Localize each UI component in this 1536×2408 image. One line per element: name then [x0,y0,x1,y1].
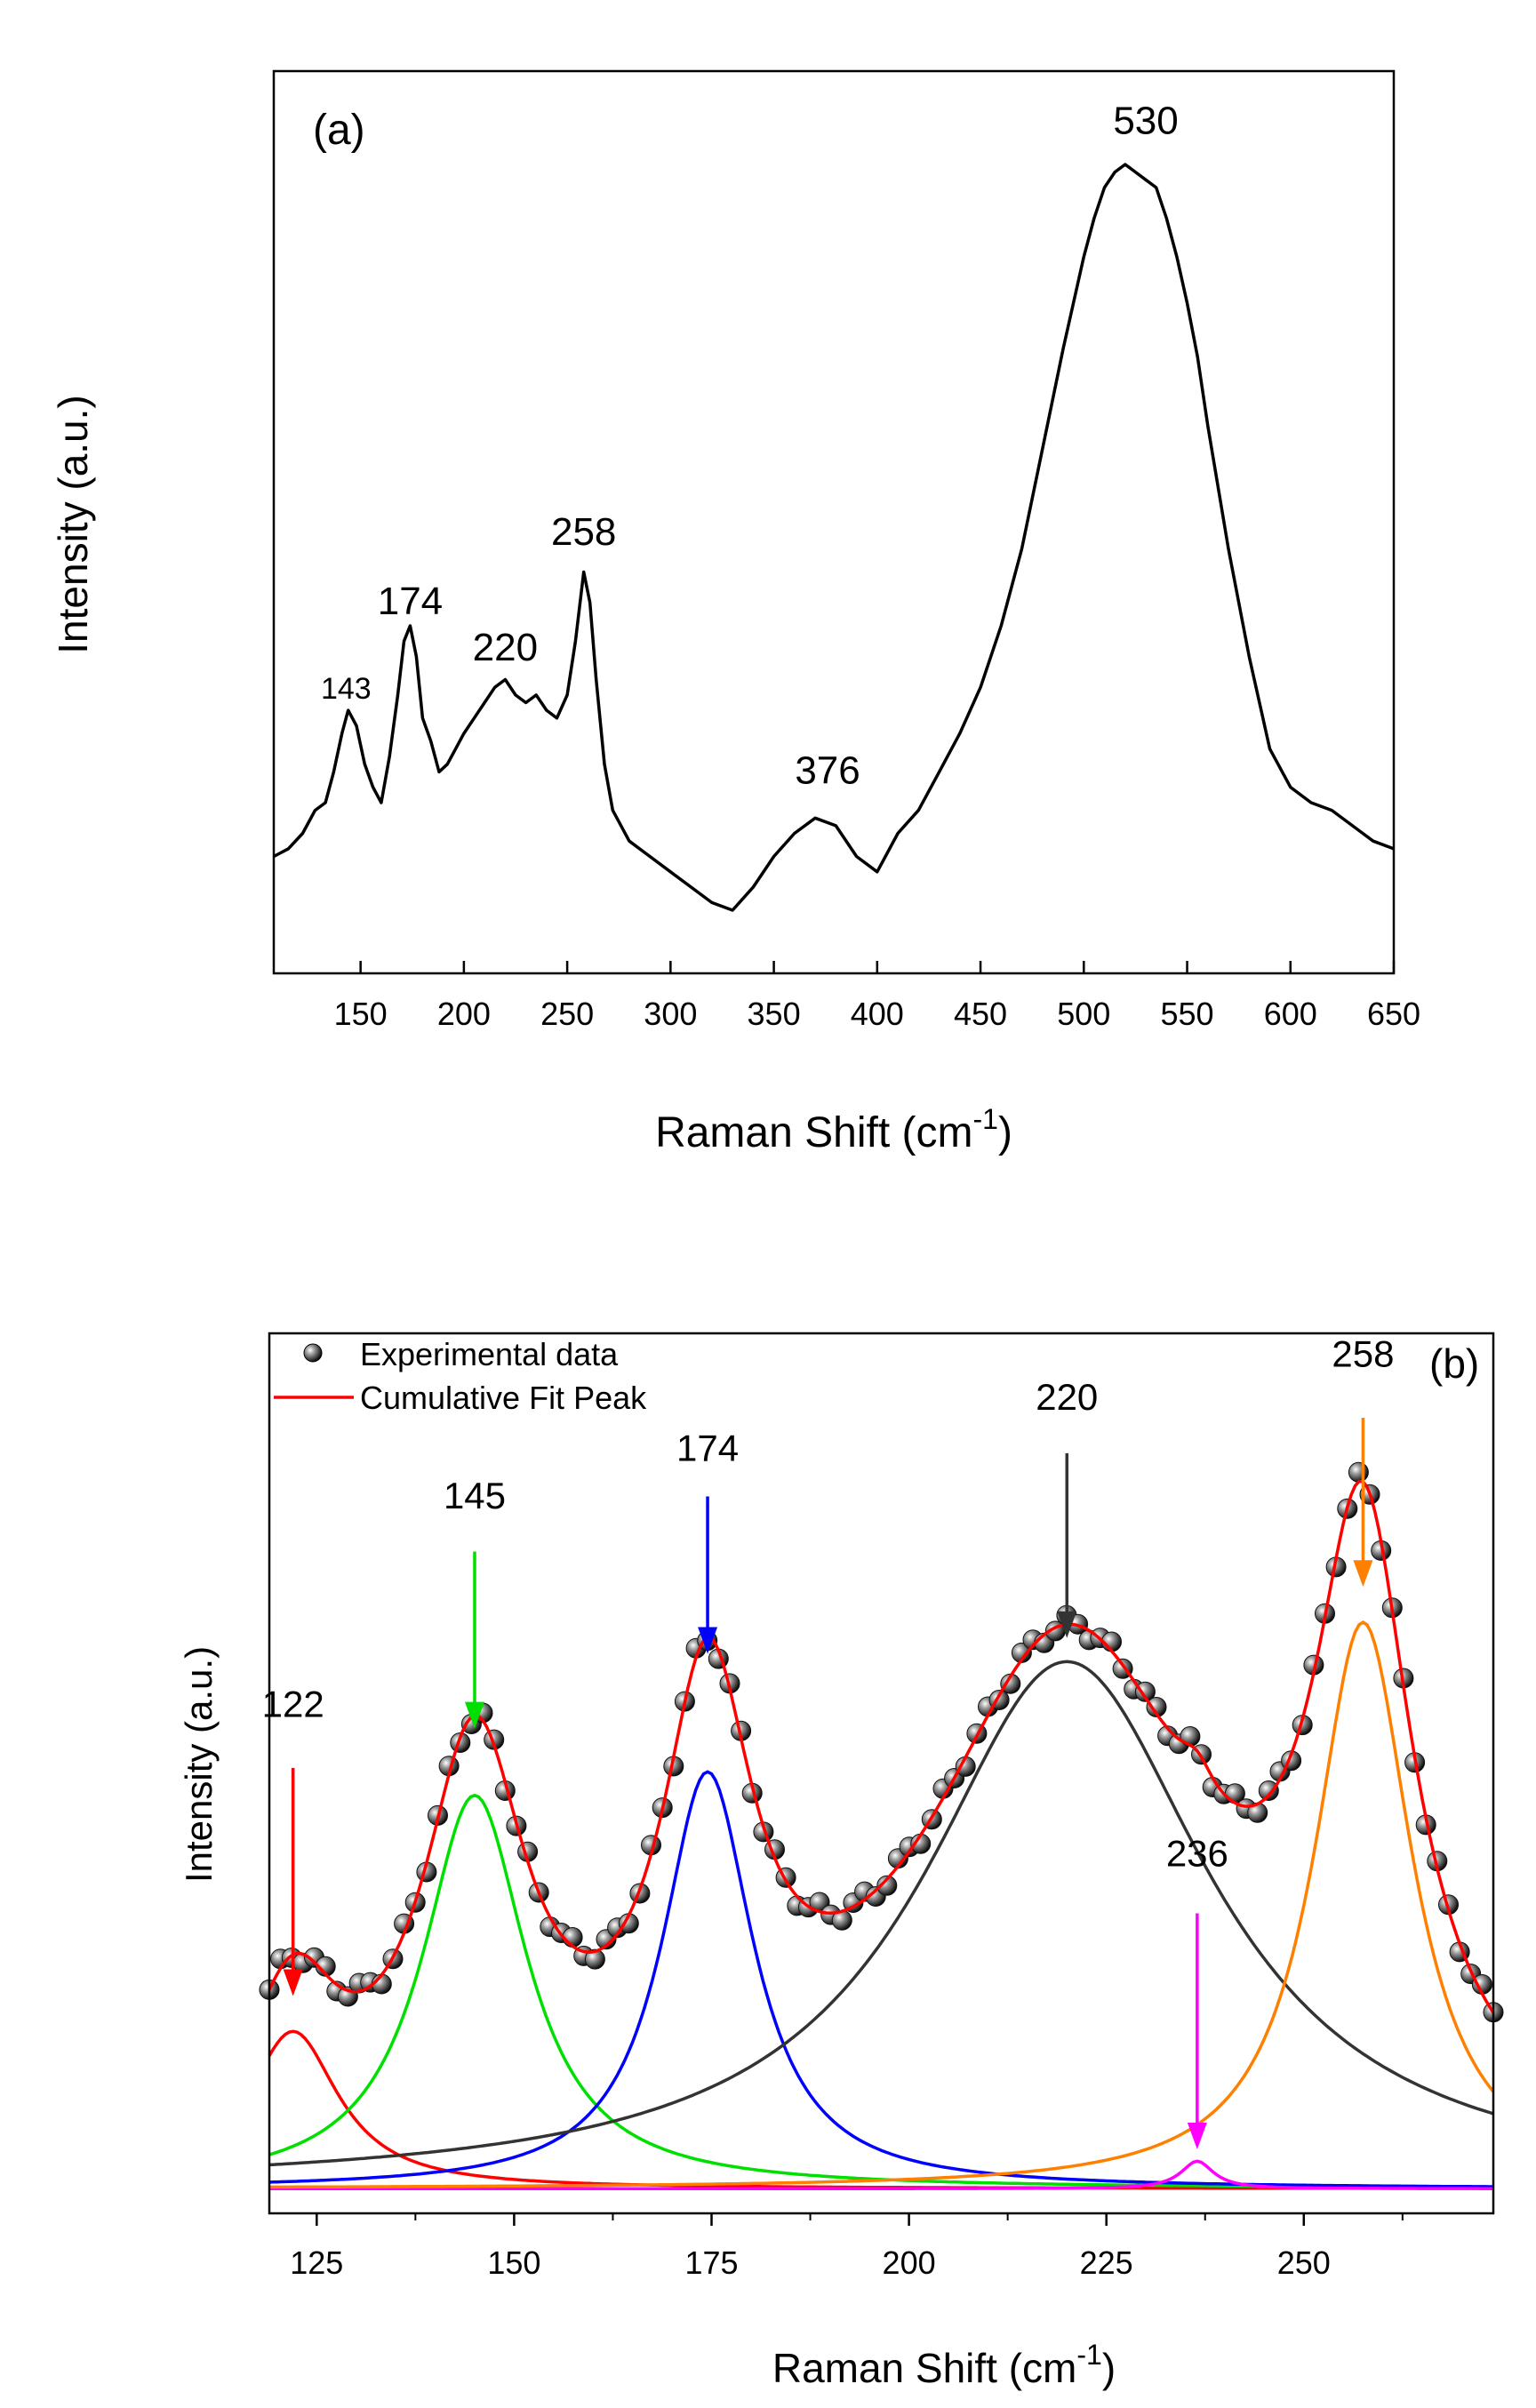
peak-label-122: 122 [262,1683,324,1724]
peak-label-220: 220 [1036,1376,1098,1418]
panel-a-ylabel: Intensity (a.u.) [50,395,96,653]
panel-b-label: (b) [1429,1340,1479,1387]
panel-a-frame [272,69,1396,975]
panel-a-xlabel: Raman Shift (cm-1) [655,1103,1012,1156]
arrow-head-220 [1057,1611,1077,1638]
peak-label-174: 174 [676,1428,739,1469]
panel-b-component-peaks [268,1620,1495,2191]
component-peak-236 [269,2159,1493,2191]
panel-a-peak-label: 530 [1113,99,1178,142]
panel-a-peak-annotations: 143 174 220 258 376 530 [321,99,1179,792]
component-peak-220 [268,1660,1494,2167]
panel-a-x-ticks: 150 200 250 300 350 400 450 500 550 600 650 [334,961,1420,1032]
panel-a-xtick-label: 300 [644,996,697,1032]
peak-label-145: 145 [444,1475,506,1516]
legend-experimental-marker [303,1343,323,1363]
panel-b-xlabel-main: Raman Shift (cm [772,2345,1077,2391]
panel-a-chart: 150 200 250 300 350 400 450 500 550 600 650 143 174… [50,69,1420,1156]
experimental-point [1011,1642,1032,1663]
legend-fit-label: Cumulative Fit Peak [360,1380,647,1416]
experimental-point [584,1948,605,1970]
panel-b-xtick-label: 175 [684,2244,738,2281]
panel-b-chart: 122 145 174 220 236 258 125 150 175 200 225 250 Ex… [178,1332,1504,2391]
experimental-point [876,1875,898,1896]
panel-b-experimental-points [259,1461,1504,2023]
legend-experimental-label: Experimental data [360,1336,619,1372]
panel-b-peak-arrows: 122 145 174 220 236 258 [262,1332,1394,2150]
panel-a-xtick-label: 150 [334,996,388,1032]
panel-a-xtick-label: 250 [540,996,594,1032]
panel-b-xtick-label: 250 [1277,2244,1331,2281]
panel-b-xlabel: Raman Shift (cm-1) [772,2339,1116,2391]
peak-label-236: 236 [1166,1832,1228,1874]
panel-a-peak-label: 174 [378,580,443,623]
panel-b-frame [268,1332,1495,2215]
panel-a-peak-label: 220 [473,626,538,669]
panel-b-ylabel: Intensity (a.u.) [178,1646,220,1883]
panel-a-xtick-label: 550 [1160,996,1213,1032]
panel-a-xtick-label: 400 [851,996,904,1032]
panel-b-xlabel-end: ) [1102,2345,1116,2391]
experimental-point [1348,1461,1369,1483]
component-peak-258 [269,1620,1495,2189]
component-peak-174 [268,1770,1493,2188]
experimental-point [1258,1780,1279,1801]
panel-a-xlabel-main: Raman Shift (cm [655,1109,972,1156]
panel-a-xtick-label: 200 [437,996,491,1032]
panel-b-x-ticks: 125 150 175 200 225 250 [290,2213,1404,2281]
panel-a-xtick-label: 600 [1264,996,1317,1032]
panel-a-label: (a) [313,107,365,154]
panel-b-xtick-label: 225 [1080,2244,1133,2281]
panel-a-peak-label: 143 [321,672,372,706]
panel-b-xtick-label: 150 [487,2244,540,2281]
experimental-point [1146,1697,1167,1717]
panel-a-spectrum-line [273,163,1395,912]
panel-b-xlabel-sup: -1 [1076,2339,1101,2371]
arrow-head-258 [1353,1560,1373,1588]
component-peak-145 [268,1793,1493,2189]
panel-a-peak-label: 258 [551,510,616,554]
panel-a-peak-label: 376 [795,748,860,792]
panel-a-xtick-label: 350 [748,996,801,1032]
arrow-head-236 [1187,2123,1207,2150]
panel-a-xlabel-end: ) [998,1109,1012,1156]
panel-b-legend: Experimental data Cumulative Fit Peak [274,1336,647,1416]
component-peak-122 [268,2029,1493,2190]
panel-a-xtick-label: 450 [954,996,1007,1032]
panel-a-xtick-label: 500 [1057,996,1110,1032]
arrow-head-145 [464,1701,484,1729]
panel-a-xtick-label: 650 [1367,996,1420,1032]
arrow-head-122 [283,1969,303,1996]
panel-b-xtick-label: 200 [883,2244,936,2281]
experimental-point [1134,1681,1156,1702]
panel-b-xtick-label: 125 [290,2244,343,2281]
arrow-head-174 [698,1627,718,1654]
peak-label-258: 258 [1332,1332,1394,1374]
panel-a-xlabel-sup: -1 [972,1103,997,1135]
